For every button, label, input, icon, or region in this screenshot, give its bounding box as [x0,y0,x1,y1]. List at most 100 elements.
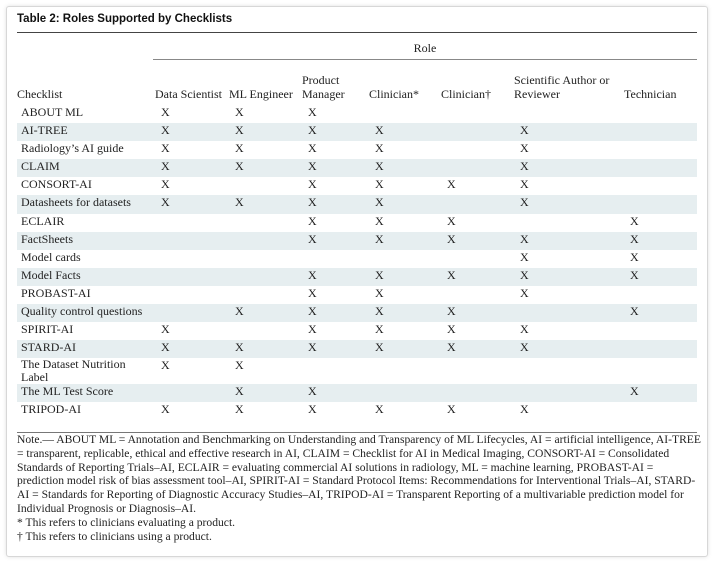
table-row: FactSheets X X X X X [17,231,697,250]
role-mark: X [155,195,229,214]
role-mark: X [369,304,441,323]
col-header-ml-engineer: ML Engineer [229,87,293,101]
role-mark [624,286,697,304]
role-mark [514,304,624,323]
role-mark [624,177,697,195]
role-mark: X [375,141,384,156]
role-mark: X [302,384,369,403]
role-mark: X [229,123,302,142]
role-mark [624,159,697,178]
role-mark: X [441,231,514,250]
role-mark: X [369,123,441,142]
table-row: Model Facts X X X X X [17,267,697,286]
role-mark: X [514,123,624,142]
role-mark: X [302,304,369,323]
table-row: ABOUT ML X X X [17,105,697,123]
role-mark [624,195,697,214]
col-header-technician: Technician [624,87,677,101]
role-mark: X [161,322,170,337]
checklist-name: Radiology’s AI guide [21,141,124,156]
table-title: Table 2: Roles Supported by Checklists [17,13,233,25]
role-mark: X [441,304,514,323]
role-mark [624,322,697,340]
role-mark: X [235,141,244,156]
role-mark: X [520,177,529,192]
col-header-data-scientist: Data Scientist [155,87,222,101]
role-mark: X [375,177,384,192]
role-mark [514,105,624,123]
role-mark: X [308,285,317,300]
role-mark [514,358,624,384]
table-row: Model cards X X [17,250,697,268]
role-mark [441,250,514,268]
role-mark [229,267,302,286]
role-mark: X [441,340,514,359]
table-figure: Table 2: Roles Supported by Checklists R… [6,6,708,557]
role-mark: X [375,213,384,228]
role-mark: X [514,231,624,250]
table-row: STARD-AI X X X X X X [17,340,697,359]
role-mark: X [520,322,529,337]
role-mark: X [229,384,302,403]
role-mark: X [369,159,441,178]
role-mark: X [229,159,302,178]
role-mark: X [630,213,639,228]
role-mark [369,358,441,384]
checklist-name: ECLAIR [21,213,65,228]
role-mark: X [161,177,170,192]
role-mark [624,105,697,123]
role-mark: X [161,358,170,373]
role-mark [229,214,302,232]
role-mark: X [161,402,170,417]
role-mark: X [235,358,244,373]
table-row: Radiology’s AI guide X X X X X [17,141,697,159]
table-row: AI-TREE X X X X X [17,123,697,142]
checklist-name: FactSheets [17,231,155,250]
table-row: The ML Test Score X X X [17,384,697,403]
table-note: Note.— ABOUT ML = Annotation and Benchma… [17,433,701,543]
role-mark: X [447,213,456,228]
checklist-name: Model Facts [17,267,155,286]
role-mark [155,267,229,286]
col-header-checklist: Checklist [17,87,63,101]
role-mark [155,304,229,323]
role-mark: X [520,141,529,156]
table-body: ABOUT ML X X X AI-TREE X X X X X Radiology’s AI gu… [17,105,697,421]
role-mark [441,159,514,178]
role-mark: X [375,402,384,417]
role-mark [441,195,514,214]
role-mark [155,384,229,403]
col-header-product-manager: Product Manager [302,73,345,101]
role-mark: X [514,195,624,214]
role-mark: X [624,384,697,403]
note-text: Note.— ABOUT ML = Annotation and Benchma… [17,433,701,515]
table-row: Quality control questions X X X X X [17,304,697,323]
role-mark [229,177,302,195]
role-mark: X [375,322,384,337]
role-group-rule [153,59,697,60]
role-mark: X [630,249,639,264]
roles-table: Checklist Data Scientist ML Engineer Pro… [17,65,697,421]
role-mark: X [624,231,697,250]
role-mark [155,250,229,268]
role-mark [229,231,302,250]
role-mark [441,286,514,304]
col-header-clinician-using: Clinician† [441,87,491,101]
role-mark [155,286,229,304]
col-header-scientific-author: Scientific Author or Reviewer [514,73,610,101]
checklist-name: SPIRIT-AI [21,322,74,337]
role-mark: X [302,123,369,142]
role-mark: X [161,105,170,119]
top-rule [17,32,697,33]
table-row: CONSORT-AI X X X X X [17,177,697,195]
role-mark [514,214,624,232]
checklist-name: CLAIM [17,159,155,178]
role-mark [441,141,514,159]
role-mark: X [447,322,456,337]
bottom-rule [17,432,697,433]
role-mark: X [229,304,302,323]
role-mark: X [308,213,317,228]
role-mark [441,123,514,142]
role-mark [624,141,697,159]
role-mark [229,286,302,304]
